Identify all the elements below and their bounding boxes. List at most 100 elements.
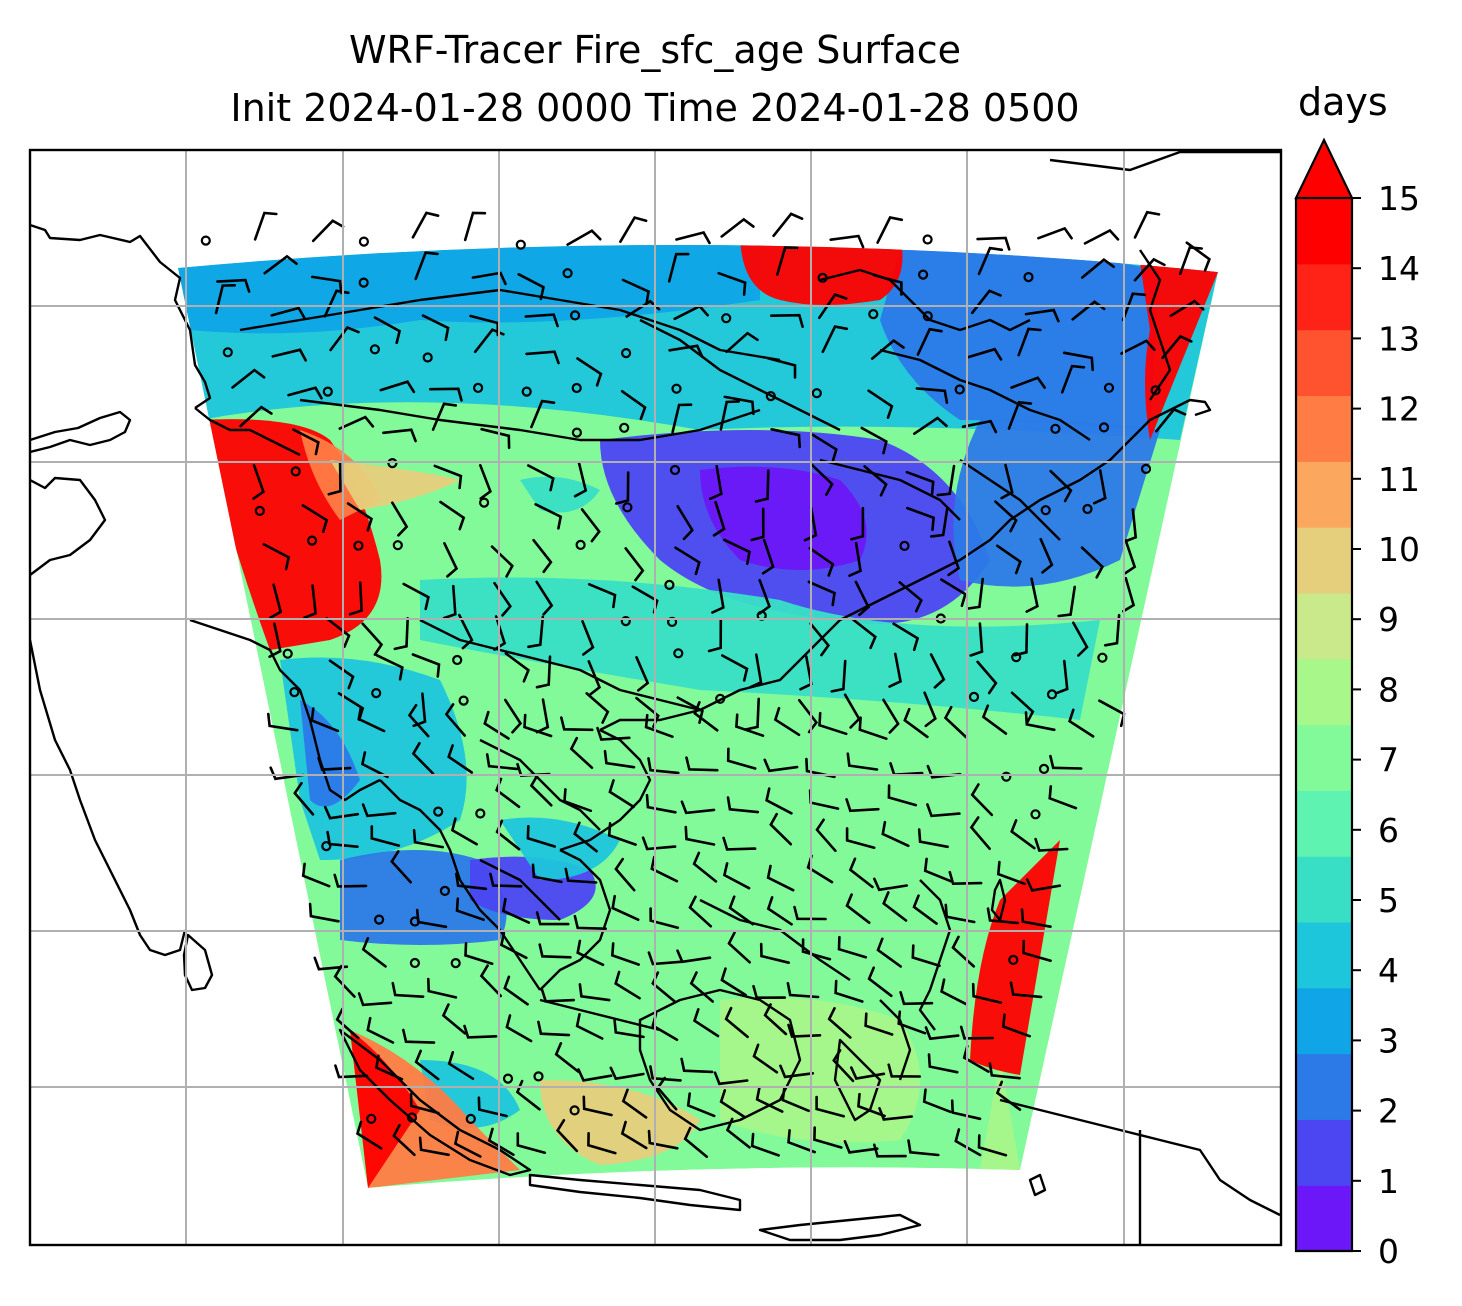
wind-barb xyxy=(726,796,760,814)
wind-barb xyxy=(837,935,868,959)
wind-barb xyxy=(464,942,494,965)
wind-barb xyxy=(439,500,466,531)
calm-wind-circle xyxy=(715,693,726,704)
wind-barb xyxy=(722,836,757,851)
wind-barb xyxy=(505,1014,533,1043)
wind-barb xyxy=(926,803,961,818)
calm-wind-circle xyxy=(374,914,385,925)
wind-barb xyxy=(873,1143,907,1158)
wind-barb xyxy=(538,943,572,959)
wind-barb xyxy=(1133,257,1166,282)
wind-barb xyxy=(913,416,948,435)
wind-barb xyxy=(535,911,570,926)
wind-barb xyxy=(262,543,291,571)
colorbar-segment xyxy=(1296,198,1352,265)
coastline xyxy=(990,878,1007,922)
coastline xyxy=(194,407,301,457)
wind-barb xyxy=(409,1092,440,1115)
wind-barb xyxy=(940,578,967,607)
calm-wind-circle xyxy=(1011,652,1022,663)
wind-barb xyxy=(252,464,265,500)
calm-wind-circle xyxy=(433,806,444,817)
wind-barb xyxy=(644,713,674,738)
wind-barb xyxy=(944,903,976,924)
calm-wind-circle xyxy=(669,464,681,476)
wind-barb xyxy=(878,1107,913,1121)
calm-wind-circle xyxy=(666,616,678,628)
map-title: WRF-Tracer Fire_sfc_age Surface xyxy=(348,28,962,72)
wind-barb xyxy=(329,326,360,352)
colorbar-segment xyxy=(1296,263,1352,331)
calm-wind-circle xyxy=(1050,423,1061,434)
wind-barb xyxy=(382,428,417,443)
colorbar-tick-label: 11 xyxy=(1378,460,1420,499)
colorbar-segment xyxy=(1296,658,1352,726)
coastline xyxy=(879,999,912,1081)
calm-wind-circle xyxy=(1008,954,1019,966)
wind-barb xyxy=(728,895,755,926)
wind-barb xyxy=(873,274,903,296)
wind-barb xyxy=(748,653,763,689)
calm-wind-circle xyxy=(664,579,675,591)
wind-barb xyxy=(948,870,983,886)
calm-wind-circle xyxy=(307,535,318,546)
wind-barb xyxy=(271,348,307,362)
wind-barb xyxy=(722,862,751,890)
wind-barb xyxy=(897,1010,927,1035)
wind-barb xyxy=(585,692,610,724)
calm-wind-circle xyxy=(409,957,420,969)
coastline xyxy=(338,1028,532,1177)
wind-barb xyxy=(1093,469,1107,505)
coastline xyxy=(182,933,214,992)
wind-barb xyxy=(970,783,994,817)
wind-barb xyxy=(370,825,401,847)
wind-barb xyxy=(888,652,902,688)
calm-wind-circle xyxy=(282,648,293,659)
colorbar-tick-label: 5 xyxy=(1378,881,1399,920)
calm-wind-circle xyxy=(671,383,682,394)
wind-barb xyxy=(766,896,793,926)
wind-barb xyxy=(674,546,701,576)
wind-barb xyxy=(810,463,834,496)
calm-wind-circle xyxy=(366,1113,377,1124)
wind-barb xyxy=(303,584,317,619)
wind-barb xyxy=(1072,621,1089,657)
wind-barb xyxy=(573,462,588,498)
wind-barb xyxy=(1017,327,1042,357)
wind-barb xyxy=(578,983,611,1002)
wind-barb xyxy=(390,850,412,884)
calm-wind-circle xyxy=(1038,763,1050,775)
wind-barb xyxy=(876,216,904,244)
wind-barb xyxy=(846,752,879,771)
wind-barb xyxy=(899,991,934,1006)
wind-barb xyxy=(686,1092,716,1118)
calm-wind-circle xyxy=(392,540,403,551)
calm-wind-circle xyxy=(1098,422,1110,433)
wind-barb xyxy=(707,618,723,653)
wind-barb xyxy=(709,465,723,501)
wind-barb xyxy=(328,659,355,690)
wind-barb xyxy=(1133,210,1161,239)
calm-wind-circle xyxy=(521,386,532,397)
wind-barb xyxy=(483,710,510,740)
wind-barb xyxy=(848,857,874,889)
wind-barb xyxy=(1103,613,1121,647)
wind-barb xyxy=(214,284,236,315)
calm-wind-circle xyxy=(290,466,301,477)
wind-barb xyxy=(361,622,384,656)
wind-barb xyxy=(977,1134,1008,1157)
wind-barb xyxy=(463,211,487,242)
field-region xyxy=(300,700,360,807)
wind-barb xyxy=(479,464,492,500)
wind-barb xyxy=(1025,577,1039,613)
calm-wind-circle xyxy=(721,313,732,324)
wind-barb xyxy=(517,273,545,301)
wind-barb xyxy=(680,800,716,815)
wind-barb xyxy=(867,389,894,419)
wind-barb xyxy=(827,1007,852,1039)
wind-barb xyxy=(845,893,871,924)
calm-wind-circle xyxy=(369,344,380,355)
colorbar-segment xyxy=(1296,592,1352,660)
wind-barb xyxy=(418,1136,450,1157)
wind-barb xyxy=(575,1013,604,1040)
